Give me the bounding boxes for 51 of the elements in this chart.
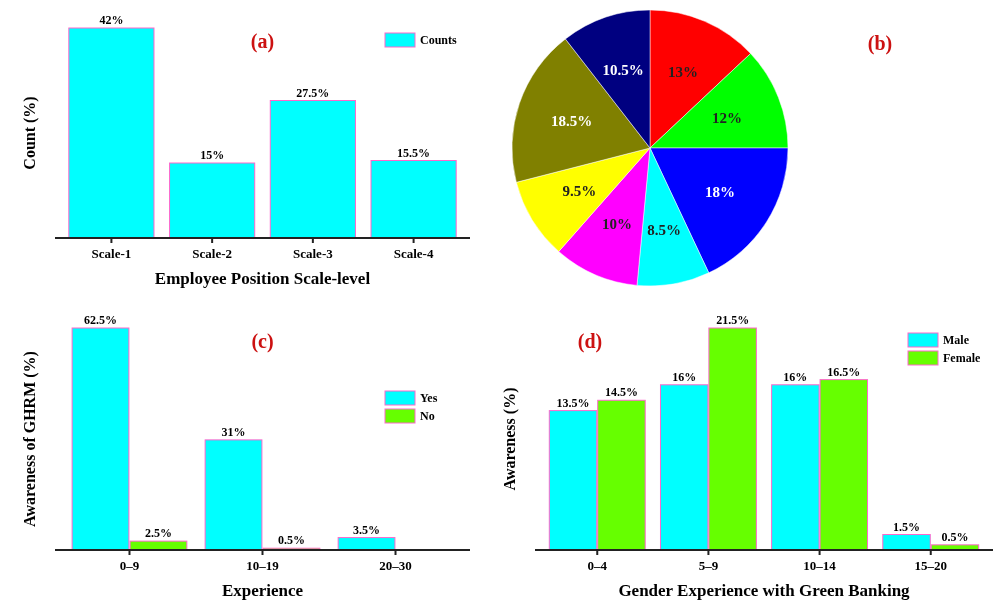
data-label: 0.5%	[277, 533, 305, 548]
legend-label: Counts	[420, 33, 458, 47]
legend-label: Female	[943, 351, 981, 365]
x-tick-label: Scale-4	[393, 246, 434, 261]
data-label: 13.5%	[556, 395, 590, 410]
data-label: 10%	[602, 215, 633, 232]
x-tick-label: Scale-1	[91, 246, 132, 261]
data-label: 15.5%	[397, 145, 431, 160]
data-label: 2.5%	[144, 526, 172, 541]
data-label: 14.5%	[604, 385, 638, 400]
data-label: 0.5%	[941, 529, 969, 544]
data-label: 21.5%	[716, 313, 750, 327]
data-label: 16%	[672, 369, 697, 384]
data-label: 9.5%	[562, 183, 597, 200]
data-label: 3.5%	[353, 522, 381, 537]
data-label: 62.5%	[84, 313, 118, 327]
y-axis-title: Awareness (%)	[501, 387, 519, 491]
x-axis-title: Gender Experience with Green Banking	[618, 581, 911, 600]
data-label: 31%	[221, 424, 246, 439]
data-label: 8.5%	[647, 221, 682, 238]
data-label: 27.5%	[296, 85, 330, 100]
x-axis-title: Experience	[221, 581, 304, 600]
chart-title: (c)	[251, 330, 274, 353]
data-label: 13%	[667, 64, 698, 81]
x-tick-label: 0–4	[587, 558, 608, 573]
x-tick-label: 0–9	[119, 558, 140, 573]
data-label: 1.5%	[893, 519, 921, 534]
data-label: 18.5%	[551, 113, 593, 130]
chart-title: (a)	[250, 30, 275, 53]
y-axis-title: Awareness of GHRM (%)	[21, 351, 39, 527]
legend-label: Yes	[420, 391, 438, 405]
x-axis-title: Employee Position Scale-level	[154, 269, 371, 288]
text: (b)	[867, 32, 893, 55]
x-tick-label: Scale-3	[293, 246, 334, 261]
legend-label: Male	[943, 333, 970, 347]
x-tick-label: 10–19	[246, 558, 280, 573]
x-tick-label: 5–9	[698, 558, 719, 573]
data-label: 16%	[783, 369, 808, 384]
chart-title: (d)	[577, 330, 603, 353]
data-label: 18%	[704, 184, 735, 201]
x-tick-label: 15–20	[914, 558, 947, 573]
data-label: 10.5%	[602, 61, 644, 78]
legend-label: No	[420, 409, 435, 423]
y-axis-title: Count (%)	[21, 96, 39, 170]
x-tick-label: 20–30	[379, 558, 412, 573]
x-tick-label: 10–14	[803, 558, 837, 573]
data-label: 42%	[99, 13, 124, 27]
x-tick-label: Scale-2	[192, 246, 232, 261]
data-label: 12%	[711, 109, 742, 126]
data-label: 16.5%	[827, 364, 861, 379]
data-label: 15%	[200, 148, 225, 162]
